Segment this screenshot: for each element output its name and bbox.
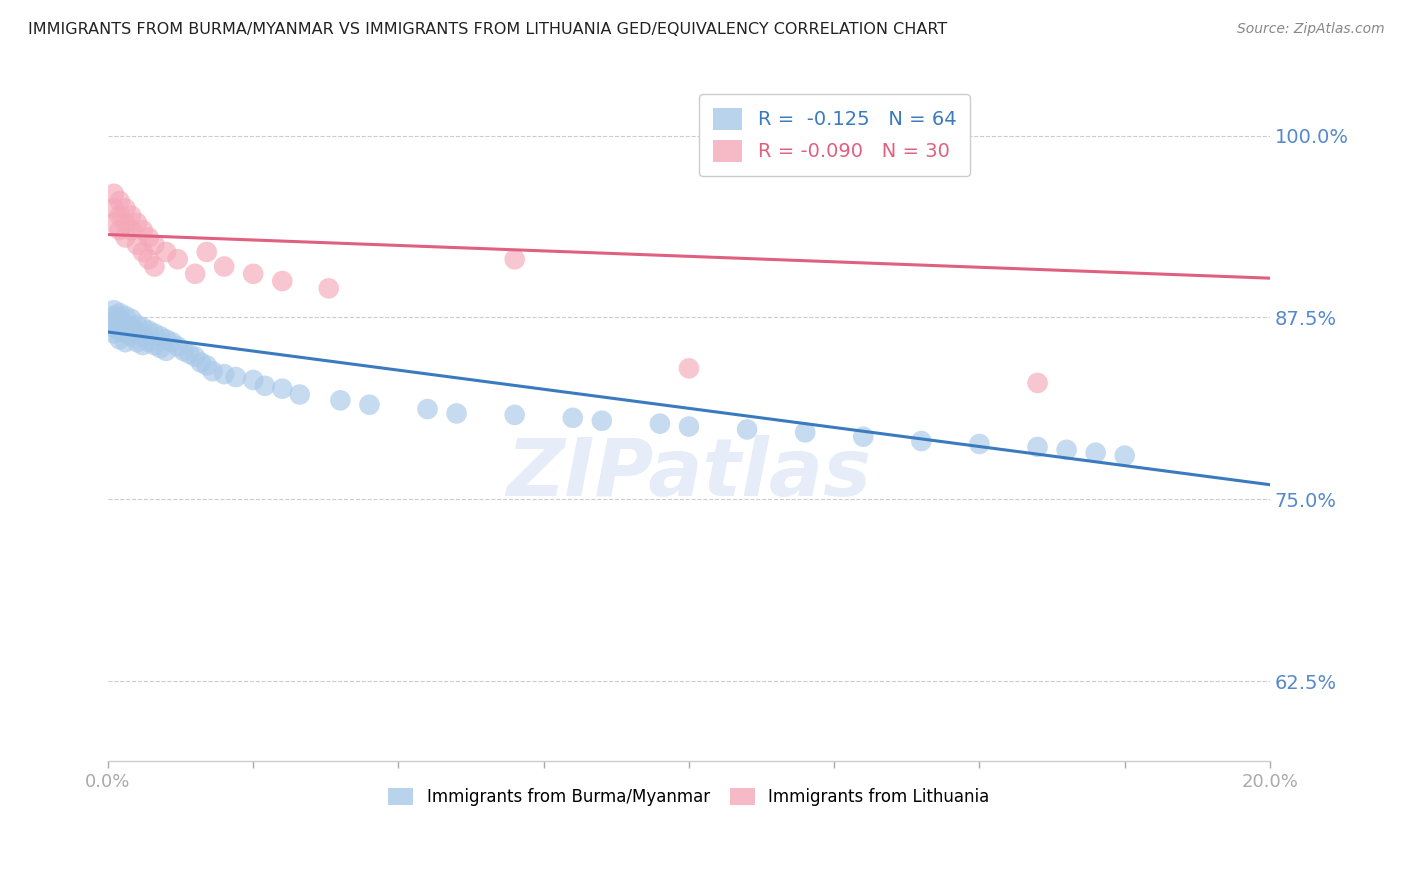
Point — [253, 379, 276, 393]
Point — [103, 186, 125, 201]
Point — [138, 335, 160, 350]
Point — [103, 326, 125, 341]
Point — [138, 324, 160, 338]
Point — [138, 230, 160, 244]
Point — [969, 437, 991, 451]
Point — [561, 410, 583, 425]
Point — [155, 343, 177, 358]
Point — [132, 329, 155, 343]
Legend: Immigrants from Burma/Myanmar, Immigrants from Lithuania: Immigrants from Burma/Myanmar, Immigrant… — [380, 780, 998, 814]
Point — [648, 417, 671, 431]
Point — [503, 252, 526, 267]
Point — [108, 332, 131, 346]
Point — [132, 338, 155, 352]
Point — [190, 355, 212, 369]
Point — [120, 320, 142, 334]
Point — [108, 318, 131, 332]
Point — [1084, 446, 1107, 460]
Point — [108, 312, 131, 326]
Point — [318, 281, 340, 295]
Point — [212, 367, 235, 381]
Point — [155, 244, 177, 259]
Text: Source: ZipAtlas.com: Source: ZipAtlas.com — [1237, 22, 1385, 37]
Point — [1026, 376, 1049, 390]
Point — [108, 194, 131, 208]
Point — [794, 425, 817, 440]
Point — [108, 209, 131, 223]
Point — [591, 414, 613, 428]
Point — [503, 408, 526, 422]
Point — [173, 343, 195, 358]
Point — [103, 320, 125, 334]
Point — [735, 422, 758, 436]
Point — [143, 326, 166, 341]
Point — [225, 370, 247, 384]
Point — [114, 230, 136, 244]
Point — [114, 309, 136, 323]
Point — [120, 223, 142, 237]
Point — [125, 216, 148, 230]
Point — [446, 406, 468, 420]
Point — [166, 252, 188, 267]
Point — [132, 223, 155, 237]
Point — [143, 260, 166, 274]
Point — [108, 223, 131, 237]
Point — [114, 202, 136, 216]
Point — [184, 350, 207, 364]
Point — [1056, 442, 1078, 457]
Point — [678, 361, 700, 376]
Text: ZIPatlas: ZIPatlas — [506, 435, 872, 513]
Point — [1114, 449, 1136, 463]
Point — [120, 312, 142, 326]
Point — [138, 252, 160, 267]
Point — [359, 398, 381, 412]
Point — [271, 274, 294, 288]
Point — [1026, 440, 1049, 454]
Point — [108, 324, 131, 338]
Point — [160, 335, 183, 350]
Point — [166, 339, 188, 353]
Point — [201, 364, 224, 378]
Point — [114, 335, 136, 350]
Point — [288, 387, 311, 401]
Point — [125, 326, 148, 341]
Point — [125, 318, 148, 332]
Point — [184, 267, 207, 281]
Point — [114, 326, 136, 341]
Point — [103, 315, 125, 329]
Point — [143, 237, 166, 252]
Point — [125, 237, 148, 252]
Point — [852, 430, 875, 444]
Point — [910, 434, 932, 448]
Point — [149, 341, 172, 355]
Point — [416, 402, 439, 417]
Point — [103, 202, 125, 216]
Point — [195, 359, 218, 373]
Text: IMMIGRANTS FROM BURMA/MYANMAR VS IMMIGRANTS FROM LITHUANIA GED/EQUIVALENCY CORRE: IMMIGRANTS FROM BURMA/MYANMAR VS IMMIGRA… — [28, 22, 948, 37]
Point — [120, 209, 142, 223]
Point — [179, 347, 201, 361]
Point — [103, 303, 125, 318]
Point — [155, 332, 177, 346]
Point — [271, 382, 294, 396]
Point — [242, 373, 264, 387]
Point — [132, 244, 155, 259]
Point — [125, 335, 148, 350]
Point — [149, 329, 172, 343]
Point — [103, 216, 125, 230]
Point — [114, 318, 136, 332]
Point — [120, 329, 142, 343]
Point — [242, 267, 264, 281]
Point — [329, 393, 352, 408]
Point — [114, 216, 136, 230]
Point — [132, 320, 155, 334]
Point — [143, 338, 166, 352]
Point — [103, 309, 125, 323]
Point — [678, 419, 700, 434]
Point — [195, 244, 218, 259]
Point — [212, 260, 235, 274]
Point — [108, 306, 131, 320]
